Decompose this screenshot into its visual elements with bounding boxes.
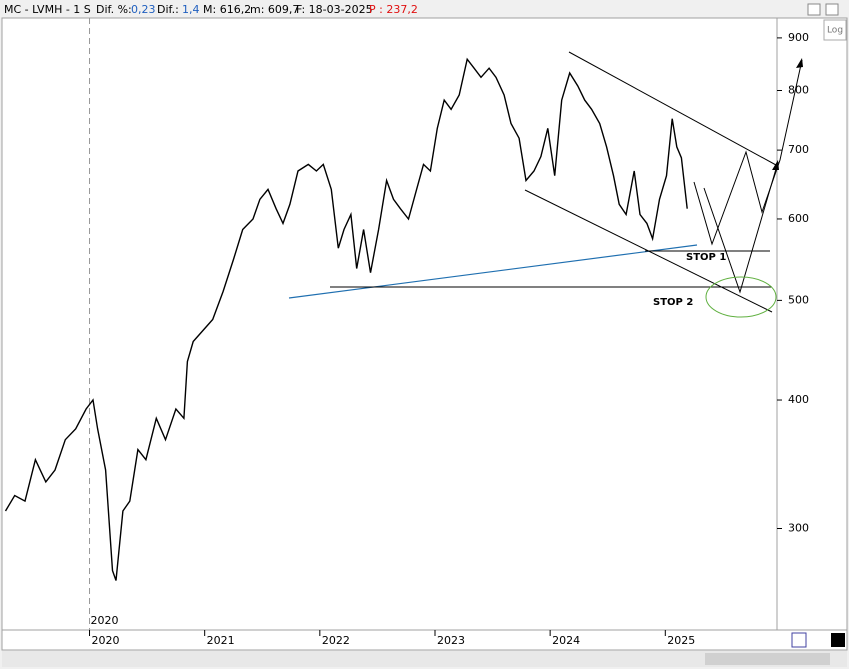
dif-pct: 0,23: [131, 3, 156, 16]
x-tick-label: 2024: [552, 634, 580, 647]
support-trendline: [288, 244, 698, 299]
y-tick-label: 700: [788, 143, 809, 156]
min: m: 609,7: [250, 3, 299, 16]
y-tick-label: 500: [788, 293, 809, 306]
dif-label: Dif.:: [157, 3, 179, 16]
color-button[interactable]: [831, 633, 845, 647]
x-tick-label: 2020: [92, 634, 120, 647]
header: MC - LVMH - 1 S Dif. %: 0,23 Dif.: 1,4 M…: [4, 3, 418, 16]
x-axis-area: [1, 629, 848, 651]
scroll-thumb[interactable]: [705, 653, 830, 665]
window-button[interactable]: [807, 3, 821, 16]
symbol: MC - LVMH - 1 S: [4, 3, 91, 16]
y-tick-label: 800: [788, 83, 809, 96]
arrow-head: [796, 58, 803, 68]
y-tick-label: 300: [788, 521, 809, 534]
date: F: 18-03-2025: [296, 3, 373, 16]
y-axis-area: [776, 17, 848, 631]
log-button-label: Log: [827, 26, 843, 36]
projection-path-1: [693, 59, 803, 246]
annotations: STOP 1 STOP 2: [288, 51, 803, 318]
dif: 1,4: [182, 3, 200, 16]
last: P : 237,2: [369, 3, 418, 16]
stop-2-label: STOP 2: [653, 297, 693, 308]
x-tick-label: 2022: [322, 634, 350, 647]
y-tick-label: 400: [788, 393, 809, 406]
plot-area: [1, 17, 778, 631]
arrow-head: [772, 160, 779, 170]
dif-pct-label: Dif. %:: [96, 3, 132, 16]
scrollbar[interactable]: [2, 651, 847, 667]
log-button[interactable]: [823, 19, 847, 41]
y-tick-label: 600: [788, 212, 809, 225]
x-tick-label: 2021: [207, 634, 235, 647]
y-tick-label: 900: [788, 31, 809, 44]
channel-upper: [568, 51, 777, 166]
target-ellipse: [705, 276, 777, 318]
projection-path-2: [703, 161, 779, 294]
x-tick-label: 2025: [667, 634, 695, 647]
close-button[interactable]: [825, 3, 839, 16]
x-tick-label: 2023: [437, 634, 465, 647]
price-line: [4, 57, 688, 581]
period-label: 2020: [91, 614, 119, 627]
stop-1-label: STOP 1: [686, 252, 726, 263]
max: M: 616,2: [203, 3, 251, 16]
save-button[interactable]: [791, 632, 807, 648]
